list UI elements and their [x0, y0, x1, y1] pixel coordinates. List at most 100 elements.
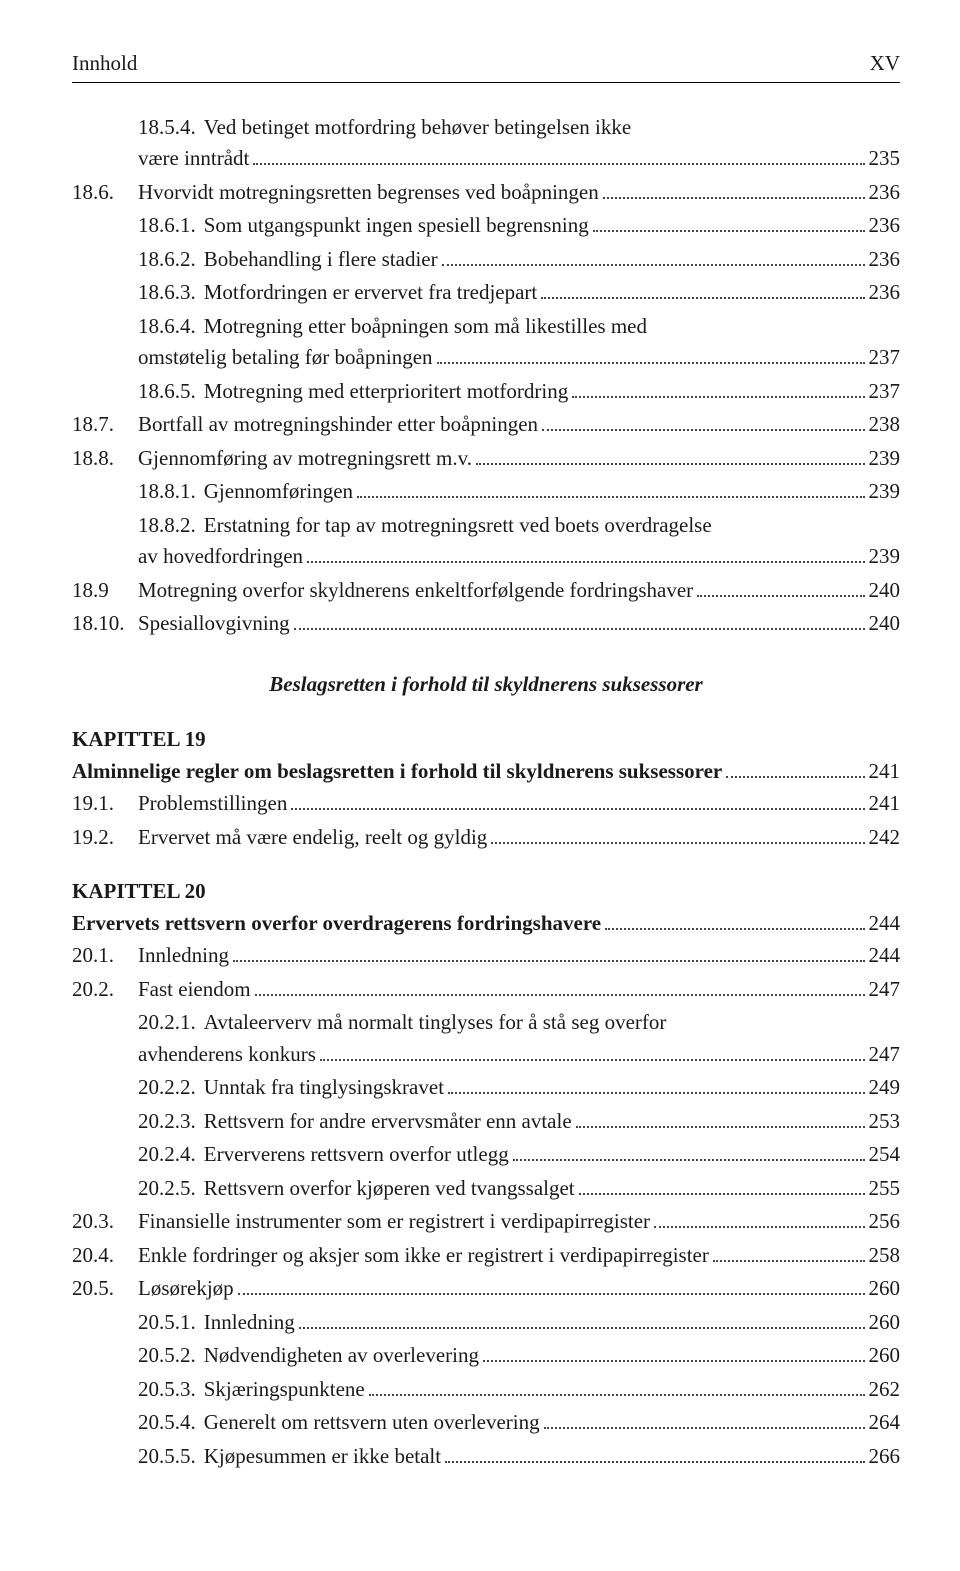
toc-page-number: 237 — [869, 342, 901, 374]
toc-entry: 18.8.Gjennomføring av motregningsrett m.… — [72, 442, 900, 476]
toc-page-number: 262 — [869, 1374, 901, 1406]
toc-section-number: 19.2. — [72, 822, 138, 854]
toc-title: Erververens rettsvern overfor utlegg — [204, 1139, 509, 1171]
toc-page-number: 242 — [869, 822, 901, 854]
leader-dots — [445, 1444, 864, 1463]
leader-dots — [483, 1343, 865, 1362]
leader-dots — [713, 1243, 865, 1262]
toc-entry: 20.5.4.Generelt om rettsvern uten overle… — [72, 1406, 900, 1440]
toc-title: Løsørekjøp — [138, 1273, 234, 1305]
toc-text: 20.2.2.Unntak fra tinglysingskravet249 — [138, 1072, 900, 1104]
toc-text: Problemstillingen241 — [138, 788, 900, 820]
leader-dots — [654, 1209, 864, 1228]
chapter-label: KAPITTEL 20 — [72, 876, 900, 908]
leader-dots — [442, 247, 865, 266]
toc-section-number: 18.9 — [72, 575, 138, 607]
toc-block: 18.5.4.Ved betinget motfordring behøver … — [72, 111, 900, 641]
leader-dots — [726, 759, 864, 778]
toc-section-number: 20.5. — [72, 1273, 138, 1305]
toc-subsection-number: 20.2.2. — [138, 1072, 204, 1104]
toc-subsection-number: 20.2.4. — [138, 1139, 204, 1171]
chapter-title: Alminnelige regler om beslagsretten i fo… — [72, 756, 722, 788]
toc-title: Hvorvidt motregningsretten begrenses ved… — [138, 177, 599, 209]
leader-dots — [291, 791, 864, 810]
section-heading: Beslagsretten i forhold til skyldnerens … — [72, 669, 900, 701]
toc-page-number: 239 — [869, 443, 901, 475]
toc-text: Hvorvidt motregningsretten begrenses ved… — [138, 177, 900, 209]
toc-title: Erstatning for tap av motregningsrett ve… — [204, 510, 712, 542]
toc-subsection-number: 18.8.1. — [138, 476, 204, 508]
toc-page-number: 260 — [869, 1307, 901, 1339]
toc-entry: 20.5.3.Skjæringspunktene262 — [72, 1373, 900, 1407]
toc-page-number: 235 — [869, 143, 901, 175]
toc-page-number: 236 — [869, 244, 901, 276]
toc-subsection-number: 20.5.2. — [138, 1340, 204, 1372]
toc-title: Motfordringen er ervervet fra tredjepart — [204, 277, 538, 309]
toc-entry: 18.7.Bortfall av motregningshinder etter… — [72, 408, 900, 442]
toc-title: Bortfall av motregningshinder etter boåp… — [138, 409, 538, 441]
toc-entry: 18.9Motregning overfor skyldnerens enkel… — [72, 574, 900, 608]
leader-dots — [307, 544, 864, 563]
toc-title: Kjøpesummen er ikke betalt — [204, 1441, 441, 1473]
toc-entry: 20.2.2.Unntak fra tinglysingskravet249 — [72, 1071, 900, 1105]
leader-dots — [603, 180, 865, 199]
toc-title: Innledning — [204, 1307, 295, 1339]
leader-dots — [437, 345, 865, 364]
header-page-roman: XV — [870, 48, 900, 80]
running-header: Innhold XV — [72, 48, 900, 83]
leader-dots — [238, 1276, 865, 1295]
toc-entry: 18.6.1.Som utgangspunkt ingen spesiell b… — [72, 209, 900, 243]
toc-entry: 18.10.Spesiallovgivning240 — [72, 607, 900, 641]
toc-section-number: 18.8. — [72, 443, 138, 475]
toc-page-number: 266 — [869, 1441, 901, 1473]
toc-title: Som utgangspunkt ingen spesiell begrensn… — [204, 210, 589, 242]
toc-title: Avtaleerverv må normalt tinglyses for å … — [204, 1007, 667, 1039]
toc-text: 20.5.1.Innledning260 — [138, 1307, 900, 1339]
chapter-title-row: Ervervets rettsvern overfor overdrageren… — [72, 908, 900, 940]
toc-subsection-number: 18.6.3. — [138, 277, 204, 309]
toc-section-number: 20.3. — [72, 1206, 138, 1238]
leader-dots — [541, 280, 864, 299]
toc-entry: 18.6.5.Motregning med etterprioritert mo… — [72, 375, 900, 409]
toc-section-number: 18.6. — [72, 177, 138, 209]
toc-entry: 20.4.Enkle fordringer og aksjer som ikke… — [72, 1239, 900, 1273]
toc-entry: 18.6.3.Motfordringen er ervervet fra tre… — [72, 276, 900, 310]
toc-title-continuation: være inntrådt — [138, 143, 249, 175]
chapter-title-row: Alminnelige regler om beslagsretten i fo… — [72, 756, 900, 788]
leader-dots — [542, 412, 864, 431]
leader-dots — [605, 911, 864, 930]
toc-text: 20.2.1.Avtaleerverv må normalt tinglyses… — [138, 1007, 900, 1070]
toc-text: 20.5.2.Nødvendigheten av overlevering260 — [138, 1340, 900, 1372]
toc-text: Innledning244 — [138, 940, 900, 972]
toc-entry: 20.2.Fast eiendom247 — [72, 973, 900, 1007]
toc-entry: 20.2.3.Rettsvern for andre ervervsmåter … — [72, 1105, 900, 1139]
toc-entry: 18.6.4.Motregning etter boåpningen som m… — [72, 310, 900, 375]
toc-page-number: 239 — [869, 541, 901, 573]
toc-text: 18.5.4.Ved betinget motfordring behøver … — [138, 112, 900, 175]
toc-page-number: 260 — [869, 1273, 901, 1305]
toc-subsection-number: 18.6.2. — [138, 244, 204, 276]
toc-subsection-number: 20.2.5. — [138, 1173, 204, 1205]
toc-entry: 20.2.4.Erververens rettsvern overfor utl… — [72, 1138, 900, 1172]
toc-entry: 20.3.Finansielle instrumenter som er reg… — [72, 1205, 900, 1239]
toc-page-number: 240 — [869, 575, 901, 607]
toc-text: Enkle fordringer og aksjer som ikke er r… — [138, 1240, 900, 1272]
leader-dots — [576, 1109, 865, 1128]
toc-subsection-number: 20.2.1. — [138, 1007, 204, 1039]
toc-section-number: 18.10. — [72, 608, 138, 640]
toc-entry: 19.2.Ervervet må være endelig, reelt og … — [72, 821, 900, 855]
toc-text: 18.6.4.Motregning etter boåpningen som m… — [138, 311, 900, 374]
toc-page-number: 240 — [869, 608, 901, 640]
toc-title: Motregning med etterprioritert motfordri… — [204, 376, 569, 408]
toc-entry: 20.2.5.Rettsvern overfor kjøperen ved tv… — [72, 1172, 900, 1206]
toc-section-number: 18.7. — [72, 409, 138, 441]
toc-page-number: 247 — [869, 1039, 901, 1071]
toc-text: 18.6.2.Bobehandling i flere stadier236 — [138, 244, 900, 276]
toc-text: 20.2.4.Erververens rettsvern overfor utl… — [138, 1139, 900, 1171]
toc-page-number: 239 — [869, 476, 901, 508]
toc-page-number: 238 — [869, 409, 901, 441]
toc-title: Motregning etter boåpningen som må likes… — [204, 311, 647, 343]
toc-text: 18.6.1.Som utgangspunkt ingen spesiell b… — [138, 210, 900, 242]
toc-text: Finansielle instrumenter som er registre… — [138, 1206, 900, 1238]
leader-dots — [544, 1410, 865, 1429]
